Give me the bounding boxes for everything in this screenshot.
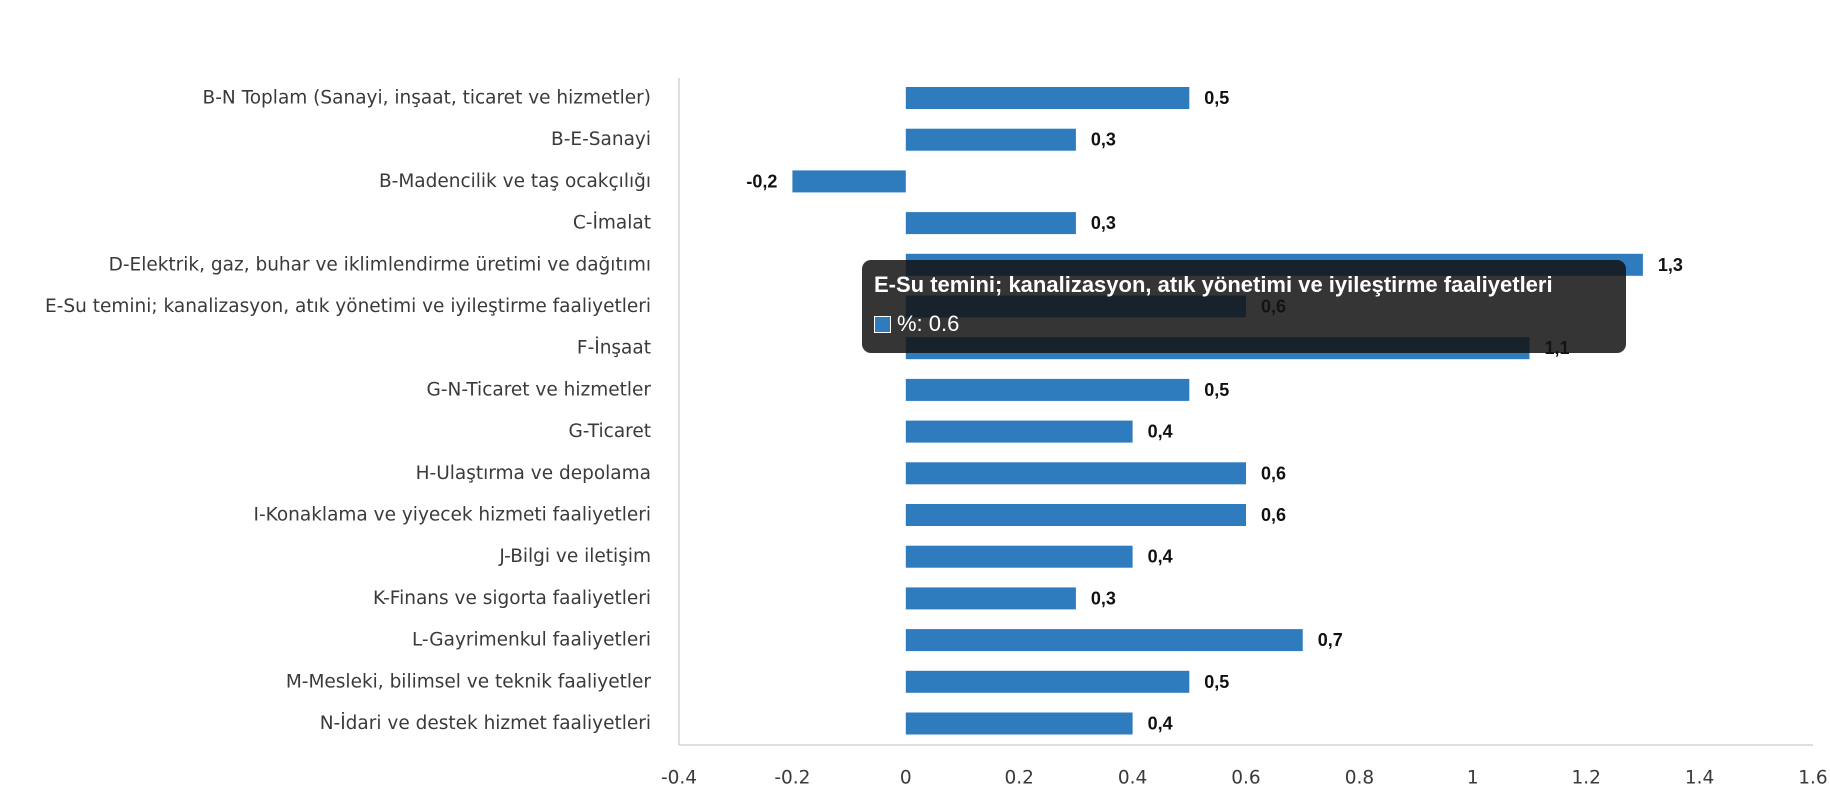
bar[interactable] <box>905 712 1133 735</box>
bar[interactable] <box>905 670 1190 693</box>
x-tick-labels: -0.4 -0.2 0 0.2 0.4 0.6 0.8 1 1.2 1.4 1.6 <box>661 768 1828 789</box>
data-label: 0,5 <box>1204 380 1229 400</box>
bar[interactable] <box>905 462 1246 485</box>
bar[interactable] <box>905 87 1190 109</box>
tooltip-row: %: 0.6 <box>874 312 1614 336</box>
bar[interactable] <box>905 420 1133 443</box>
x-tick-label: 0.4 <box>1118 768 1147 789</box>
category-label: C-İmalat <box>573 213 651 234</box>
category-label: H-Ulaştırma ve depolama <box>416 463 651 484</box>
chart-tooltip: E-Su temini; kanalizasyon, atık yönetimi… <box>862 260 1626 353</box>
bar[interactable] <box>905 212 1076 235</box>
x-tick-label: -0.4 <box>661 768 697 789</box>
bar[interactable] <box>905 545 1133 568</box>
x-tick-label: 1.2 <box>1571 768 1600 789</box>
data-label: -0,2 <box>746 171 777 191</box>
category-label: M-Mesleki, bilimsel ve teknik faaliyetle… <box>286 671 652 692</box>
data-label: 0,3 <box>1091 130 1116 150</box>
x-tick-label: 1.4 <box>1685 768 1714 789</box>
category-labels: B-N Toplam (Sanayi, inşaat, ticaret ve h… <box>45 88 651 735</box>
data-label: 0,7 <box>1318 630 1343 650</box>
category-label: K-Finans ve sigorta faaliyetleri <box>373 588 651 609</box>
x-tick-label: 1.6 <box>1798 768 1827 789</box>
bar[interactable] <box>905 378 1190 401</box>
category-label: N-İdari ve destek hizmet faaliyetleri <box>320 713 651 734</box>
data-label: 0,4 <box>1148 422 1173 442</box>
x-tick-label: -0.2 <box>774 768 810 789</box>
tooltip-title: E-Su temini; kanalizasyon, atık yönetimi… <box>874 272 1553 297</box>
bar[interactable] <box>905 629 1303 652</box>
bar[interactable] <box>905 504 1246 526</box>
data-label: 0,3 <box>1091 213 1116 233</box>
category-label: L-Gayrimenkul faaliyetleri <box>412 630 651 651</box>
category-label: B-Madencilik ve taş ocakçılığı <box>379 171 651 192</box>
data-label: 0,4 <box>1148 547 1173 567</box>
category-label: F-İnşaat <box>577 338 651 359</box>
category-label: B-N Toplam (Sanayi, inşaat, ticaret ve h… <box>203 88 652 109</box>
category-label: J-Bilgi ve iletişim <box>498 546 651 567</box>
category-label: E-Su temini; kanalizasyon, atık yönetimi… <box>45 296 651 317</box>
x-tick-label: 1 <box>1467 768 1479 789</box>
category-label: B-E-Sanayi <box>551 129 651 150</box>
x-tick-label: 0.6 <box>1231 768 1260 789</box>
bars <box>792 87 1643 735</box>
x-tick-label: 0.2 <box>1004 768 1033 789</box>
tooltip-series-swatch <box>874 315 891 333</box>
category-label: D-Elektrik, gaz, buhar ve iklimlendirme … <box>109 254 651 275</box>
data-label: 1,3 <box>1658 255 1683 275</box>
data-label: 0,4 <box>1148 714 1173 734</box>
data-label: 0,3 <box>1091 588 1116 608</box>
data-label: 0,6 <box>1261 463 1286 483</box>
x-tick-label: 0.8 <box>1345 768 1374 789</box>
tooltip-value: %: 0.6 <box>897 311 960 336</box>
data-label: 0,6 <box>1261 505 1286 525</box>
category-label: G-Ticaret <box>568 421 651 442</box>
data-label: 0,5 <box>1204 672 1229 692</box>
bar[interactable] <box>905 587 1076 610</box>
bar[interactable] <box>905 128 1076 151</box>
data-label: 0,5 <box>1204 88 1229 108</box>
x-tick-label: 0 <box>900 768 912 789</box>
category-label: G-N-Ticaret ve hizmetler <box>427 379 652 400</box>
category-label: I-Konaklama ve yiyecek hizmeti faaliyetl… <box>254 505 652 526</box>
bar[interactable] <box>792 170 906 193</box>
